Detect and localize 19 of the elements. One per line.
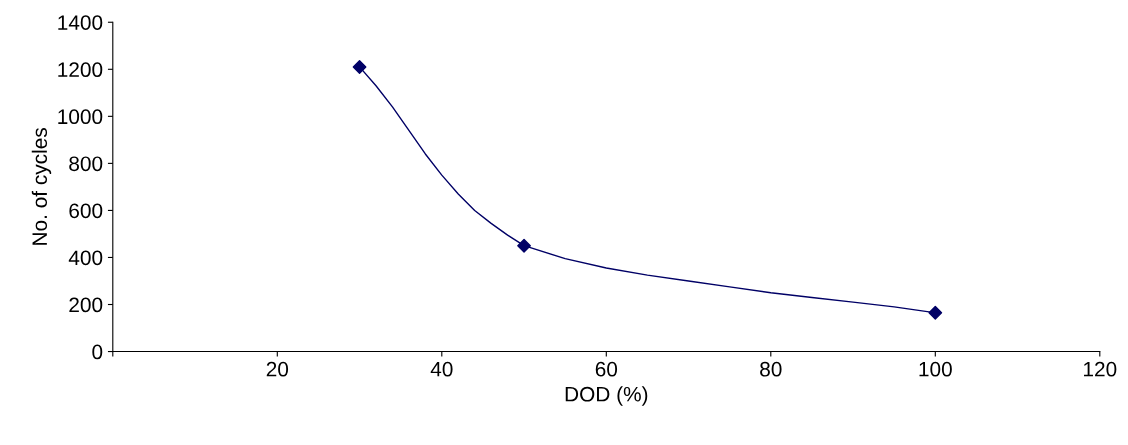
y-tick-label: 1400 xyxy=(58,15,103,30)
x-tick-label: 20 xyxy=(266,361,289,377)
y-axis-title: No. of cycles xyxy=(31,128,52,245)
point xyxy=(352,60,367,74)
y-tick-label: 200 xyxy=(69,297,103,313)
y-tick-label: 600 xyxy=(69,203,103,219)
x-tick-label: 80 xyxy=(760,361,782,377)
x-tick-label: 40 xyxy=(430,361,453,377)
point xyxy=(928,305,943,320)
x-tick-label: 100 xyxy=(919,361,952,377)
y-tick-label: 1200 xyxy=(58,62,103,78)
x-tick-label: 60 xyxy=(595,361,618,377)
point xyxy=(517,238,531,253)
y-tick-label: 400 xyxy=(68,250,103,266)
y-tick-label: 0 xyxy=(92,344,103,360)
y-tick-label: 800 xyxy=(69,156,103,172)
y-tick-label: 1000 xyxy=(58,109,103,125)
x-axis-title: DOD (%) xyxy=(565,386,648,406)
x-tick-label: 120 xyxy=(1084,361,1117,377)
